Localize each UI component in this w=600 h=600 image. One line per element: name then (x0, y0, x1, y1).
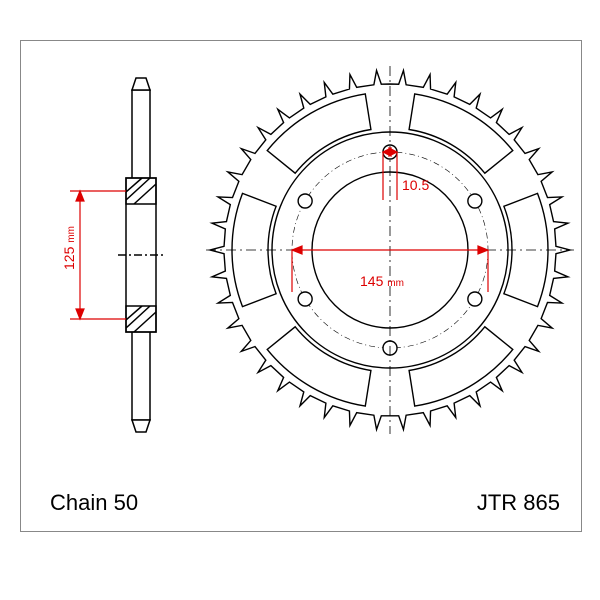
bolt-hole (298, 194, 312, 208)
sprocket-front-view: 145 mm 10.5 (200, 60, 580, 460)
bolt-hole (468, 194, 482, 208)
side-profile-view: 125 mm (40, 70, 170, 450)
bolt-hole-dim: 10.5 (402, 177, 429, 193)
bolt-hole (298, 292, 312, 306)
chain-label: Chain 50 (50, 490, 138, 516)
bolt-hole (468, 292, 482, 306)
side-bolt-dim: 125 mm (61, 226, 77, 270)
part-number-label: JTR 865 (477, 490, 560, 516)
